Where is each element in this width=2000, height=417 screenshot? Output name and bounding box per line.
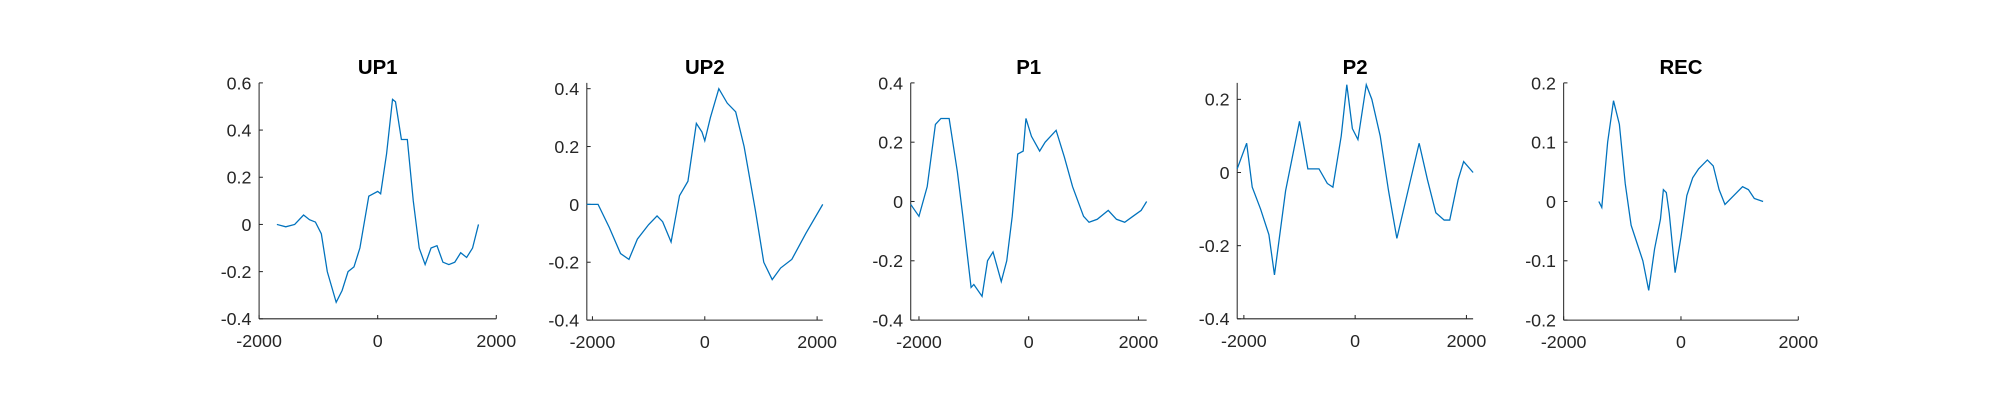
y-tick-label: 0 [893,192,903,212]
data-line [586,87,824,281]
x-tick-label: -2000 [236,331,282,351]
x-tick-label: -2000 [1221,331,1267,351]
subplot: UP2 -0.4 -0.2 0 0.2 0.4 -2000 0 2000 [548,57,837,352]
x-tick-label: 0 [1024,332,1034,352]
x-tick-label: -2000 [570,332,616,352]
y-tick-label: -0.2 [1525,310,1556,330]
chart-title: P2 [1343,57,1368,79]
y-tick-label: 0 [1546,192,1556,212]
y-tick-label: 0.1 [1531,133,1556,153]
subplot: REC -0.2 -0.1 0 0.1 0.2 -2000 0 2000 [1525,57,1818,352]
y-tick-label: -0.2 [872,251,903,271]
y-tick-label: 0 [569,195,579,215]
subplot: UP1 -0.4 -0.2 0 0.2 0.4 0.6 -2000 0 2000 [221,57,517,351]
y-tick-label: -0.2 [1199,236,1230,256]
y-tick-label: -0.4 [221,309,252,329]
y-tick-label: 0.2 [1531,73,1556,93]
y-tick-label: -0.2 [548,253,579,273]
y-tick-label: 0.2 [227,168,252,188]
y-tick-label: 0 [242,215,252,235]
y-tick-label: 0.6 [227,73,252,93]
y-tick-label: 0.4 [227,120,252,140]
chart-title: UP1 [358,57,398,79]
x-tick-label: -2000 [896,332,942,352]
x-tick-label: 2000 [797,332,837,352]
x-tick-label: 0 [1676,332,1686,352]
data-line [1598,100,1764,291]
x-tick-label: 2000 [1778,332,1818,352]
x-tick-label: 0 [700,332,710,352]
data-line [276,98,480,305]
y-tick-label: -0.1 [1525,251,1556,271]
x-tick-label: 0 [1350,331,1360,351]
y-tick-label: -0.4 [548,310,579,330]
y-tick-label: -0.4 [872,310,903,330]
x-tick-label: 2000 [1447,331,1487,351]
chart-title: REC [1659,57,1702,79]
y-tick-label: 0.2 [554,137,579,157]
y-tick-label: -0.2 [221,262,252,282]
y-tick-label: 0.4 [878,73,903,93]
y-tick-label: 0.4 [554,79,579,99]
subplot: P1 -0.4 -0.2 0 0.2 0.4 -2000 0 2000 [872,57,1158,352]
chart-title: P1 [1016,57,1041,79]
y-tick-label: 0.2 [1205,90,1230,110]
y-tick-label: 0.2 [878,133,903,153]
chart-title: UP2 [685,57,725,79]
y-tick-label: 0 [1220,163,1230,183]
x-tick-label: 2000 [1119,332,1159,352]
subplot: P2 -0.4 -0.2 0 0.2 -2000 0 2000 [1199,57,1487,351]
data-line [1236,82,1474,276]
y-tick-label: -0.4 [1199,309,1230,329]
data-line [910,117,1148,299]
x-tick-label: 2000 [476,331,516,351]
x-tick-label: 0 [373,331,383,351]
x-tick-label: -2000 [1541,332,1587,352]
